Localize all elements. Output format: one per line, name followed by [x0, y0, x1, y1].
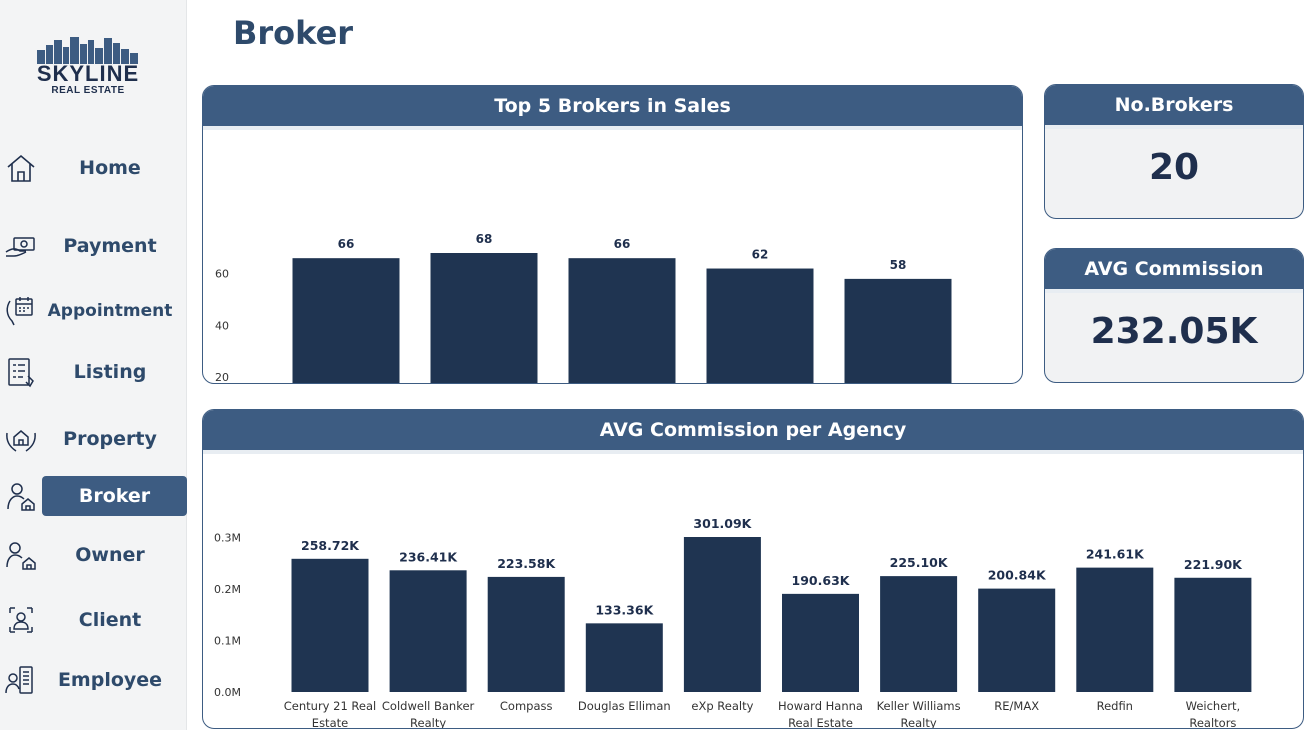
data-label: 258.72K	[301, 538, 360, 553]
bar	[292, 258, 400, 383]
kpi-commission-label: AVG Commission	[1045, 249, 1303, 293]
x-tick-label: Century 21 Real	[284, 699, 376, 713]
bar	[880, 576, 958, 692]
bar	[683, 537, 761, 692]
nav-item-home[interactable]: Home	[0, 148, 187, 188]
data-label: 221.90K	[1184, 557, 1243, 572]
nav-label-broker: Broker	[42, 476, 187, 516]
nav-label-owner: Owner	[75, 544, 145, 566]
x-tick-label: Howard Hanna	[778, 699, 863, 713]
nav-label-client: Client	[78, 609, 142, 631]
bar	[1076, 567, 1154, 692]
nav-label-payment: Payment	[63, 235, 157, 257]
bar	[782, 593, 859, 692]
nav-item-listing[interactable]: Listing	[0, 352, 187, 392]
x-tick-label: Redfin	[1097, 699, 1133, 713]
skyline-icon	[37, 37, 138, 64]
property-hands-icon	[6, 430, 36, 452]
bar	[978, 588, 1056, 692]
data-label: 62	[752, 248, 769, 262]
x-tick-label: Weichert,	[1186, 699, 1241, 713]
appointment-icon	[6, 297, 33, 326]
data-label: 68	[476, 232, 493, 246]
listing-icon	[8, 358, 34, 388]
broker-icon	[7, 483, 35, 511]
kpi-brokers-card: No.Brokers 20	[1044, 84, 1304, 219]
data-label: 58	[890, 258, 907, 272]
data-label: 66	[614, 237, 631, 251]
top-brokers-card: Top 5 Brokers in Sales 020406066Carolyn …	[202, 85, 1023, 384]
kpi-brokers-value: 20	[1148, 147, 1200, 188]
data-label: 133.36K	[595, 602, 654, 617]
y-tick-label: 40	[215, 319, 229, 332]
data-label: 223.58K	[497, 556, 556, 571]
x-tick-label: RE/MAX	[994, 699, 1039, 713]
x-tick-label: Real Estate	[788, 716, 853, 729]
kpi-brokers-label: No.Brokers	[1045, 85, 1303, 129]
nav-label-listing: Listing	[73, 361, 147, 383]
x-tick-label: Compass	[500, 699, 553, 713]
x-tick-label: Coldwell Banker	[382, 699, 475, 713]
nav-item-property[interactable]: Property	[0, 419, 187, 459]
data-label: 225.10K	[890, 555, 949, 570]
page-title: Broker	[233, 14, 354, 52]
kpi-commission-card: AVG Commission 232.05K	[1044, 248, 1304, 383]
employee-icon	[5, 666, 33, 694]
nav-item-payment[interactable]: Payment	[0, 226, 187, 266]
bar	[389, 570, 467, 692]
nav-item-employee[interactable]: Employee	[0, 660, 187, 700]
nav-label-property: Property	[63, 428, 157, 450]
x-tick-label: Estate	[312, 716, 348, 729]
bar	[706, 268, 814, 383]
top-brokers-title: Top 5 Brokers in Sales	[203, 86, 1022, 130]
brand-subtitle: REAL ESTATE	[51, 85, 125, 96]
bar	[430, 253, 538, 383]
commission-agency-card: AVG Commission per Agency 0.0M 0.1M 0.2M 0.…	[202, 409, 1304, 729]
bar	[291, 558, 369, 692]
payment-hand-icon	[5, 237, 35, 257]
commission-agency-title: AVG Commission per Agency	[203, 410, 1303, 454]
commission-agency-chart: 0.0M 0.1M 0.2M 0.3M 258.72K Century 21 Real Es…	[214, 516, 1252, 729]
y-tick-label: 20	[215, 371, 229, 384]
bar	[1174, 577, 1252, 692]
x-tick-label: eXp Realty	[691, 699, 753, 713]
nav-item-appointment[interactable]: Appointment	[0, 291, 187, 331]
top-brokers-chart: 020406066Carolyn Blackwell68Connie Walte…	[215, 232, 952, 384]
nav-label-appointment: Appointment	[47, 301, 173, 321]
bar	[585, 623, 663, 692]
y-tick-label: 60	[215, 268, 229, 281]
nav-label-home: Home	[79, 157, 141, 179]
x-tick-label: Realtors	[1189, 716, 1236, 729]
x-tick-label: Realty	[410, 716, 446, 729]
x-tick-label: Keller Williams	[877, 699, 961, 713]
y-tick-label: 0.3M	[214, 532, 241, 545]
data-label: 241.61K	[1086, 547, 1145, 562]
bar	[487, 576, 565, 692]
kpi-commission-value: 232.05K	[1090, 311, 1258, 352]
nav-item-owner[interactable]: Owner	[0, 535, 187, 575]
data-label: 190.63K	[792, 573, 851, 588]
nav-label-employee: Employee	[57, 669, 163, 691]
x-tick-label: Realty	[901, 716, 937, 729]
data-label: 236.41K	[399, 549, 458, 564]
home-icon	[7, 154, 35, 182]
bar	[568, 258, 676, 383]
nav-item-client[interactable]: Client	[0, 600, 187, 640]
bar	[844, 278, 952, 383]
data-label: 66	[338, 237, 355, 251]
y-tick-label: 0.1M	[214, 635, 241, 648]
brand-logo: SKYLINE REAL ESTATE	[30, 34, 146, 104]
owner-icon	[6, 542, 36, 570]
y-tick-label: 0.0M	[214, 686, 241, 699]
data-label: 200.84K	[988, 568, 1047, 583]
x-tick-label: Douglas Elliman	[578, 699, 671, 713]
client-icon	[9, 607, 33, 633]
nav-item-broker[interactable]: Broker	[0, 476, 187, 516]
data-label: 301.09K	[693, 516, 752, 531]
sidebar: SKYLINE REAL ESTATE Home Payment Appoint…	[0, 0, 187, 730]
y-tick-label: 0.2M	[214, 583, 241, 596]
brand-name: SKYLINE	[36, 61, 140, 86]
